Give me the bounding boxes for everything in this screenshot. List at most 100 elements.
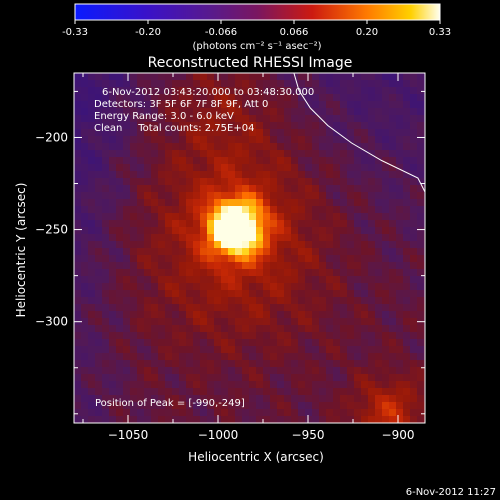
- heatmap-cell: [291, 87, 298, 94]
- heatmap-cell: [116, 213, 123, 220]
- heatmap-cell: [361, 234, 368, 241]
- heatmap-cell: [291, 381, 298, 388]
- heatmap-cell: [298, 381, 305, 388]
- heatmap-cell: [95, 290, 102, 297]
- heatmap-cell: [354, 360, 361, 367]
- heatmap-cell: [116, 73, 123, 80]
- heatmap-cell: [410, 80, 417, 87]
- heatmap-cell: [242, 199, 249, 206]
- heatmap-cell: [291, 409, 298, 416]
- heatmap-cell: [102, 332, 109, 339]
- heatmap-cell: [256, 388, 263, 395]
- heatmap-cell: [74, 220, 81, 227]
- heatmap-cell: [298, 262, 305, 269]
- heatmap-cell: [88, 234, 95, 241]
- heatmap-cell: [242, 360, 249, 367]
- heatmap-cell: [277, 150, 284, 157]
- heatmap-cell: [347, 157, 354, 164]
- heatmap-cell: [277, 213, 284, 220]
- heatmap-cell: [74, 206, 81, 213]
- heatmap-cell: [165, 234, 172, 241]
- heatmap-cell: [256, 374, 263, 381]
- heatmap-cell: [382, 339, 389, 346]
- heatmap-cell: [186, 290, 193, 297]
- heatmap-cell: [172, 227, 179, 234]
- heatmap-cell: [214, 311, 221, 318]
- heatmap-cell: [186, 122, 193, 129]
- heatmap-cell: [305, 332, 312, 339]
- colorbar-tick-label: -0.066: [205, 27, 237, 38]
- heatmap-cell: [95, 381, 102, 388]
- heatmap-cell: [375, 206, 382, 213]
- heatmap-cell: [270, 234, 277, 241]
- heatmap-cell: [298, 297, 305, 304]
- heatmap-cell: [312, 346, 319, 353]
- heatmap-cell: [102, 143, 109, 150]
- heatmap-cell: [207, 87, 214, 94]
- heatmap-cell: [172, 241, 179, 248]
- heatmap-cell: [109, 325, 116, 332]
- heatmap-cell: [403, 332, 410, 339]
- heatmap-cell: [396, 199, 403, 206]
- heatmap-cell: [242, 143, 249, 150]
- heatmap-cell: [200, 283, 207, 290]
- heatmap-cell: [200, 276, 207, 283]
- heatmap-cell: [81, 164, 88, 171]
- heatmap-cell: [88, 311, 95, 318]
- heatmap-cell: [200, 129, 207, 136]
- heatmap-cell: [375, 227, 382, 234]
- heatmap-cell: [277, 171, 284, 178]
- heatmap-cell: [284, 339, 291, 346]
- heatmap-cell: [263, 318, 270, 325]
- heatmap-cell: [200, 402, 207, 409]
- heatmap-cell: [347, 192, 354, 199]
- heatmap-cell: [102, 199, 109, 206]
- heatmap-cell: [102, 248, 109, 255]
- heatmap-cell: [305, 150, 312, 157]
- heatmap-cell: [263, 143, 270, 150]
- heatmap-cell: [137, 164, 144, 171]
- heatmap-cell: [74, 94, 81, 101]
- heatmap-cell: [249, 283, 256, 290]
- heatmap-cell: [130, 402, 137, 409]
- heatmap-cell: [102, 115, 109, 122]
- heatmap-cell: [172, 381, 179, 388]
- heatmap-cell: [340, 157, 347, 164]
- heatmap-cell: [137, 150, 144, 157]
- heatmap-cell: [333, 346, 340, 353]
- heatmap-cell: [242, 374, 249, 381]
- heatmap-cell: [249, 290, 256, 297]
- heatmap-cell: [256, 220, 263, 227]
- heatmap-cell: [172, 409, 179, 416]
- heatmap-cell: [144, 311, 151, 318]
- heatmap-cell: [207, 80, 214, 87]
- heatmap-cell: [249, 143, 256, 150]
- heatmap-cell: [200, 150, 207, 157]
- heatmap-cell: [312, 325, 319, 332]
- heatmap-cell: [235, 255, 242, 262]
- heatmap-cell: [179, 206, 186, 213]
- heatmap-cell: [81, 311, 88, 318]
- heatmap-cell: [284, 171, 291, 178]
- heatmap-cell: [354, 101, 361, 108]
- heatmap-cell: [74, 164, 81, 171]
- heatmap-cell: [235, 304, 242, 311]
- heatmap-cell: [102, 402, 109, 409]
- heatmap-cell: [151, 269, 158, 276]
- heatmap-cell: [158, 94, 165, 101]
- heatmap-cell: [249, 227, 256, 234]
- heatmap-cell: [116, 227, 123, 234]
- heatmap-cell: [263, 73, 270, 80]
- heatmap-cell: [193, 402, 200, 409]
- heatmap-cell: [95, 213, 102, 220]
- heatmap-cell: [130, 171, 137, 178]
- heatmap-cell: [326, 164, 333, 171]
- heatmap-cell: [277, 311, 284, 318]
- heatmap-cell: [270, 101, 277, 108]
- heatmap-cell: [130, 241, 137, 248]
- heatmap-cell: [116, 290, 123, 297]
- heatmap-cell: [375, 297, 382, 304]
- heatmap-cell: [333, 381, 340, 388]
- heatmap-cell: [214, 115, 221, 122]
- heatmap-cell: [389, 269, 396, 276]
